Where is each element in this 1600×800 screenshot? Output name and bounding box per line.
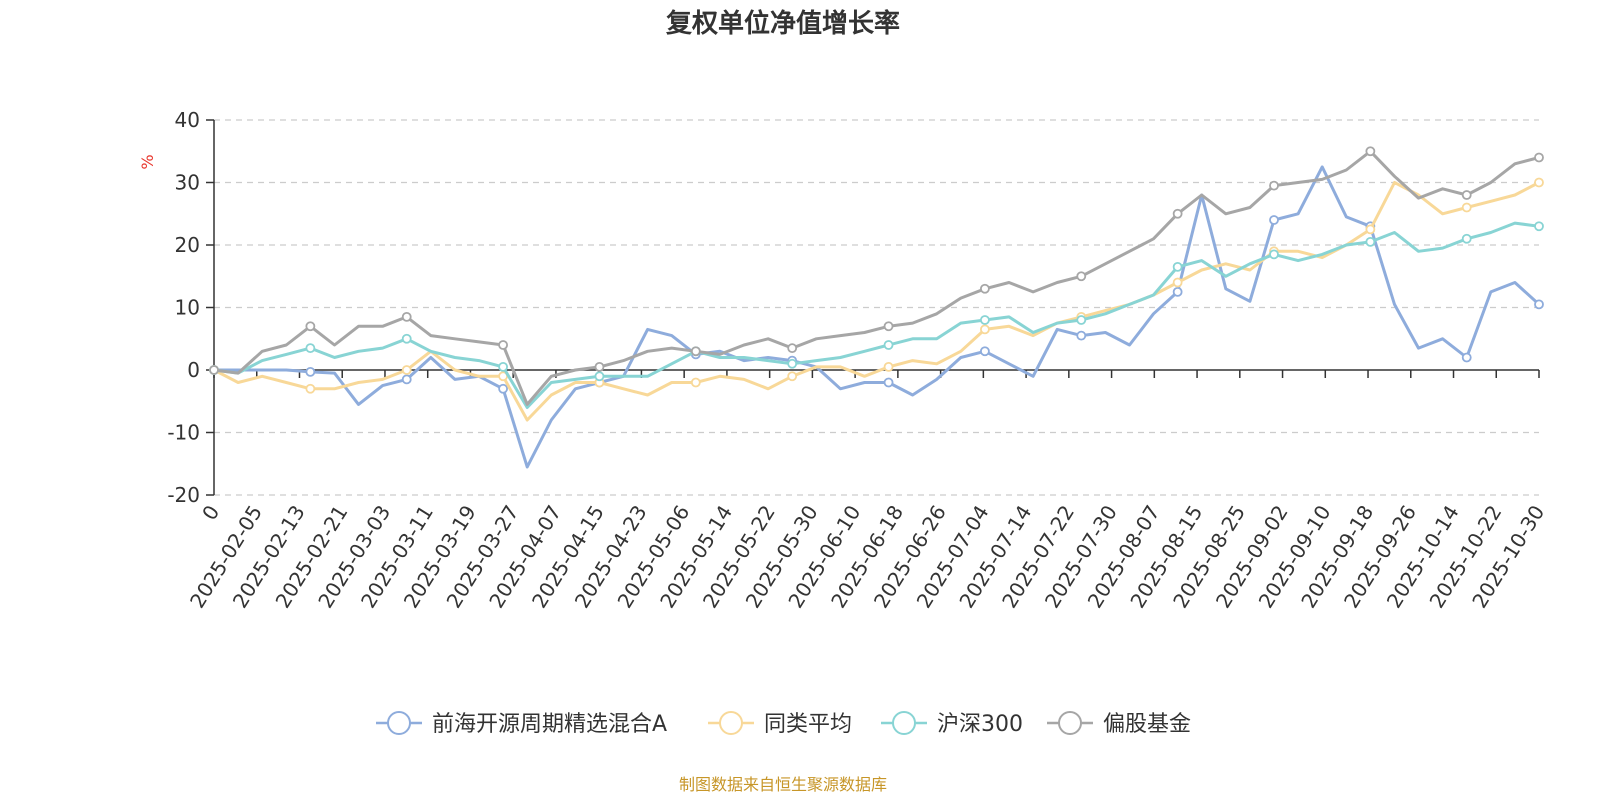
data-point[interactable] bbox=[1172, 208, 1183, 219]
y-tick-label: 20 bbox=[175, 233, 200, 257]
legend-marker bbox=[719, 711, 743, 735]
data-point[interactable] bbox=[1269, 215, 1279, 225]
legend-marker bbox=[387, 711, 411, 735]
legend-label: 同类平均 bbox=[764, 712, 852, 737]
x-tick-label: 0 bbox=[197, 501, 224, 525]
data-point[interactable] bbox=[1461, 190, 1472, 200]
legend-item-3[interactable]: 偏股基金 bbox=[1047, 711, 1191, 737]
data-point[interactable] bbox=[1365, 146, 1376, 157]
data-point[interactable] bbox=[980, 346, 990, 357]
data-point[interactable] bbox=[209, 365, 219, 375]
data-point[interactable] bbox=[1534, 299, 1544, 310]
data-point[interactable] bbox=[1461, 202, 1472, 213]
series-3 bbox=[209, 146, 1544, 406]
data-point[interactable] bbox=[1461, 233, 1472, 244]
data-point[interactable] bbox=[498, 383, 508, 394]
data-point[interactable] bbox=[883, 361, 894, 372]
data-point[interactable] bbox=[1269, 180, 1279, 191]
data-point[interactable] bbox=[1365, 224, 1376, 235]
legend[interactable]: 前海开源周期精选混合A 同类平均 沪深300 偏股基金 bbox=[376, 711, 1191, 737]
data-point[interactable] bbox=[1076, 330, 1087, 341]
data-point[interactable] bbox=[594, 361, 605, 372]
legend-label: 沪深300 bbox=[937, 712, 1023, 737]
legend-item-2[interactable]: 沪深300 bbox=[881, 711, 1023, 737]
data-point[interactable] bbox=[980, 315, 990, 325]
data-point[interactable] bbox=[1076, 315, 1087, 325]
y-tick-label: -10 bbox=[167, 421, 200, 445]
data-point[interactable] bbox=[1172, 261, 1183, 272]
legend-label: 偏股基金 bbox=[1103, 712, 1191, 737]
data-point[interactable] bbox=[980, 324, 990, 335]
data-point[interactable] bbox=[1534, 221, 1544, 232]
y-axis-ticks: -20 -10 0 10 20 30 40 bbox=[167, 108, 214, 507]
data-point[interactable] bbox=[498, 340, 508, 350]
data-point[interactable] bbox=[787, 358, 798, 369]
data-point[interactable] bbox=[1461, 352, 1472, 363]
chart-title: 复权单位净值增长率 bbox=[666, 8, 900, 39]
data-point[interactable] bbox=[883, 377, 894, 388]
data-point[interactable] bbox=[305, 383, 316, 394]
data-point[interactable] bbox=[401, 311, 412, 322]
data-point[interactable] bbox=[305, 343, 316, 354]
data-point[interactable] bbox=[787, 371, 798, 382]
series-line bbox=[212, 165, 1541, 469]
y-axis-unit: % bbox=[138, 154, 157, 169]
data-point[interactable] bbox=[1172, 286, 1183, 297]
data-point[interactable] bbox=[883, 340, 894, 350]
data-point[interactable] bbox=[498, 361, 508, 372]
y-tick-label: 40 bbox=[175, 108, 200, 132]
data-point[interactable] bbox=[401, 374, 412, 385]
data-point[interactable] bbox=[305, 366, 316, 377]
data-point[interactable] bbox=[787, 343, 798, 354]
series-group bbox=[209, 146, 1544, 469]
y-tick-label: 30 bbox=[175, 171, 200, 195]
x-axis-ticks: 02025-02-052025-02-132025-02-212025-03-0… bbox=[185, 370, 1549, 612]
legend-marker bbox=[1058, 711, 1082, 735]
legend-label: 前海开源周期精选混合A bbox=[432, 712, 667, 737]
legend-item-1[interactable]: 同类平均 bbox=[708, 711, 852, 737]
data-point[interactable] bbox=[1534, 152, 1544, 163]
data-point[interactable] bbox=[305, 321, 316, 332]
data-point[interactable] bbox=[594, 371, 605, 382]
data-point[interactable] bbox=[401, 365, 412, 375]
series-line bbox=[212, 149, 1541, 406]
source-note: 制图数据来自恒生聚源数据库 bbox=[679, 775, 887, 794]
data-point[interactable] bbox=[980, 283, 990, 294]
legend-marker bbox=[892, 711, 916, 735]
series-line bbox=[212, 221, 1541, 409]
data-point[interactable] bbox=[1365, 236, 1376, 247]
grid-lines bbox=[214, 119, 1539, 496]
data-point[interactable] bbox=[690, 346, 701, 357]
data-point[interactable] bbox=[883, 321, 894, 332]
data-point[interactable] bbox=[1172, 277, 1183, 288]
series-line bbox=[212, 181, 1541, 422]
y-tick-label: -20 bbox=[167, 483, 200, 507]
legend-item-0[interactable]: 前海开源周期精选混合A bbox=[376, 711, 667, 737]
y-tick-label: 10 bbox=[175, 296, 200, 320]
series-2 bbox=[209, 221, 1544, 409]
data-point[interactable] bbox=[1076, 271, 1087, 282]
data-point[interactable] bbox=[1269, 249, 1279, 260]
y-tick-label: 0 bbox=[187, 358, 200, 382]
data-point[interactable] bbox=[690, 377, 701, 388]
data-point[interactable] bbox=[1534, 177, 1544, 188]
data-point[interactable] bbox=[401, 333, 412, 344]
